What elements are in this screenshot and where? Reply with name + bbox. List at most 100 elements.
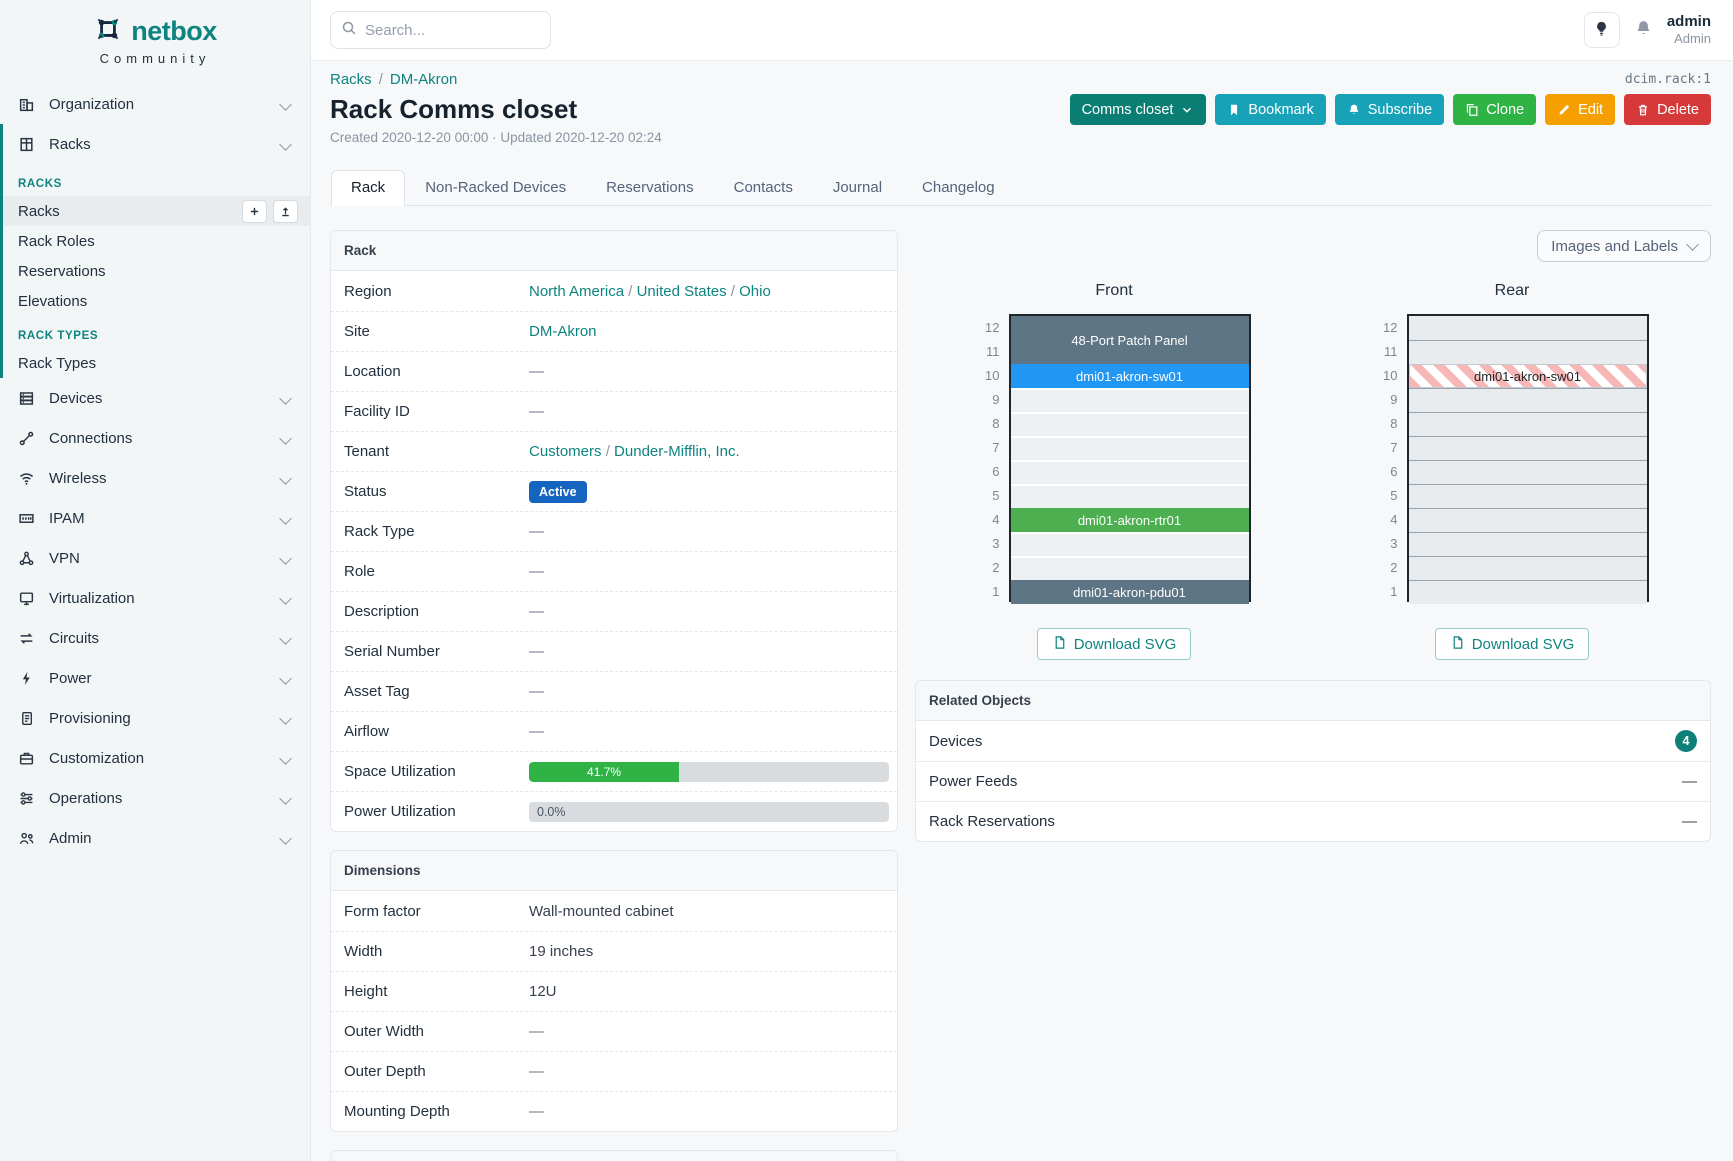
sidebar-item-admin[interactable]: Admin xyxy=(0,818,310,858)
sidebar-link-reservations[interactable]: Reservations xyxy=(0,256,310,286)
netbox-logo-icon xyxy=(93,14,123,49)
page-meta: Created 2020-12-20 00:00 · Updated 2020-… xyxy=(330,130,662,145)
count-badge: 4 xyxy=(1675,730,1697,752)
empty-rack-slot[interactable] xyxy=(1408,556,1647,580)
subscribe-button[interactable]: Subscribe xyxy=(1334,94,1445,125)
sidebar-group-vpn: VPN xyxy=(0,538,310,578)
value-separator: / xyxy=(601,443,615,460)
tab-reservations[interactable]: Reservations xyxy=(606,179,694,196)
empty-rack-slot[interactable] xyxy=(1010,484,1249,508)
sidebar-item-virtualization[interactable]: Virtualization xyxy=(0,578,310,618)
sidebar-nav: Organization Racks RACKS Racks Rack Roles Res… xyxy=(0,84,310,858)
related-row-devices[interactable]: Devices 4 xyxy=(916,721,1710,761)
detail-row-role: Role — xyxy=(331,551,897,591)
add-button[interactable] xyxy=(242,199,267,223)
tab-rack[interactable]: Rack xyxy=(331,170,406,206)
rack-device-dmi01-akron-sw01[interactable]: dmi01-akron-sw01 xyxy=(1408,364,1647,388)
rear-download-svg-button[interactable]: Download SVG xyxy=(1434,628,1590,660)
empty-rack-slot[interactable] xyxy=(1010,388,1249,412)
copy-icon xyxy=(1465,103,1479,117)
sidebar-link-racks[interactable]: Racks xyxy=(0,196,310,226)
sidebar-item-racks[interactable]: Racks xyxy=(0,124,310,164)
rack-device-dmi01-akron-sw01[interactable]: dmi01-akron-sw01 xyxy=(1010,364,1249,388)
sidebar-item-label: Connections xyxy=(49,429,133,447)
logo[interactable]: netbox Community xyxy=(0,0,310,76)
value-link[interactable]: United States xyxy=(636,282,727,300)
sidebar-link-label: Rack Types xyxy=(18,354,97,372)
sidebar-link-rack-types[interactable]: Rack Types xyxy=(0,348,310,378)
empty-rack-slot[interactable] xyxy=(1408,460,1647,484)
detail-label: Location xyxy=(344,363,401,380)
value-link[interactable]: DM-Akron xyxy=(529,323,597,340)
operations-icon xyxy=(18,790,35,807)
value-link[interactable]: Customers xyxy=(529,443,602,460)
sidebar-item-ipam[interactable]: IPAM xyxy=(0,498,310,538)
empty-rack-slot[interactable] xyxy=(1010,532,1249,556)
empty-rack-slot[interactable] xyxy=(1408,580,1647,604)
sidebar-item-provisioning[interactable]: Provisioning xyxy=(0,698,310,738)
sidebar-item-operations[interactable]: Operations xyxy=(0,778,310,818)
delete-button[interactable]: Delete xyxy=(1624,94,1711,125)
related-row-power-feeds[interactable]: Power Feeds — xyxy=(916,761,1710,801)
related-row-rack-reservations[interactable]: Rack Reservations — xyxy=(916,801,1710,841)
empty-rack-slot[interactable] xyxy=(1408,388,1647,412)
sidebar-item-power[interactable]: Power xyxy=(0,658,310,698)
breadcrumb-link-2[interactable]: DM-Akron xyxy=(389,71,458,88)
tab-contacts[interactable]: Contacts xyxy=(733,179,793,196)
empty-rack-slot[interactable] xyxy=(1010,460,1249,484)
bookmark-button[interactable]: Bookmark xyxy=(1215,94,1326,125)
ipam-icon xyxy=(18,510,35,527)
empty-value: — xyxy=(529,603,544,620)
comms-closet-button[interactable]: Comms closet xyxy=(1069,94,1207,125)
sidebar-item-customization[interactable]: Customization xyxy=(0,738,310,778)
sidebar-link-rack-roles[interactable]: Rack Roles xyxy=(0,226,310,256)
search-input[interactable] xyxy=(365,21,540,39)
empty-rack-slot[interactable] xyxy=(1408,316,1647,340)
detail-label: Site xyxy=(344,323,370,340)
detail-row-facility-id: Facility ID — xyxy=(331,391,897,431)
empty-rack-slot[interactable] xyxy=(1010,556,1249,580)
clone-button[interactable]: Clone xyxy=(1453,94,1537,125)
sidebar-item-vpn[interactable]: VPN xyxy=(0,538,310,578)
value-link[interactable]: North America xyxy=(529,282,625,300)
rack-device-dmi01-akron-pdu01[interactable]: dmi01-akron-pdu01 xyxy=(1010,580,1249,604)
detail-label: Serial Number xyxy=(344,643,440,660)
rack-device-dmi01-akron-rtr01[interactable]: dmi01-akron-rtr01 xyxy=(1010,508,1249,532)
sidebar-item-devices[interactable]: Devices xyxy=(0,378,310,418)
detail-row-status: Status Active xyxy=(331,471,897,511)
empty-rack-slot[interactable] xyxy=(1010,436,1249,460)
empty-value: — xyxy=(529,1023,544,1040)
sidebar-link-elevations[interactable]: Elevations xyxy=(0,286,310,316)
value-link[interactable]: Ohio xyxy=(739,282,771,300)
empty-rack-slot[interactable] xyxy=(1010,412,1249,436)
user-menu[interactable]: admin Admin xyxy=(1667,13,1711,47)
empty-rack-slot[interactable] xyxy=(1408,508,1647,532)
sidebar-link-label: Rack Roles xyxy=(18,232,95,250)
breadcrumb-link-1[interactable]: Racks xyxy=(330,71,372,88)
edit-button[interactable]: Edit xyxy=(1545,94,1616,125)
tab-non-racked-devices[interactable]: Non-Racked Devices xyxy=(425,179,567,196)
empty-rack-slot[interactable] xyxy=(1408,484,1647,508)
front-download-svg-button[interactable]: Download SVG xyxy=(1036,628,1192,660)
empty-rack-slot[interactable] xyxy=(1408,340,1647,364)
action-button-label: Comms closet xyxy=(1081,101,1174,118)
tab-changelog[interactable]: Changelog xyxy=(922,179,995,196)
notifications-button[interactable] xyxy=(1634,19,1653,41)
sidebar-item-connections[interactable]: Connections xyxy=(0,418,310,458)
rack-device-48-port-patch-panel[interactable]: 48-Port Patch Panel xyxy=(1010,316,1249,364)
sidebar-item-wireless[interactable]: Wireless xyxy=(0,458,310,498)
sidebar-item-circuits[interactable]: Circuits xyxy=(0,618,310,658)
images-labels-dropdown[interactable]: Images and Labels xyxy=(1537,230,1711,262)
import-button[interactable] xyxy=(273,199,298,223)
sidebar-item-label: Admin xyxy=(49,829,92,847)
empty-rack-slot[interactable] xyxy=(1408,436,1647,460)
value-link[interactable]: Dunder-Mifflin, Inc. xyxy=(614,443,740,460)
empty-rack-slot[interactable] xyxy=(1408,532,1647,556)
front-unit-numbers: 12 11 10 9 8 7 6 5 4 3 2 1 xyxy=(978,314,999,604)
empty-rack-slot[interactable] xyxy=(1408,412,1647,436)
action-button-label: Bookmark xyxy=(1248,101,1314,118)
theme-toggle-button[interactable] xyxy=(1583,12,1620,48)
sidebar-item-organization[interactable]: Organization xyxy=(0,84,310,124)
images-labels-label: Images and Labels xyxy=(1551,237,1678,255)
tab-journal[interactable]: Journal xyxy=(832,179,883,196)
